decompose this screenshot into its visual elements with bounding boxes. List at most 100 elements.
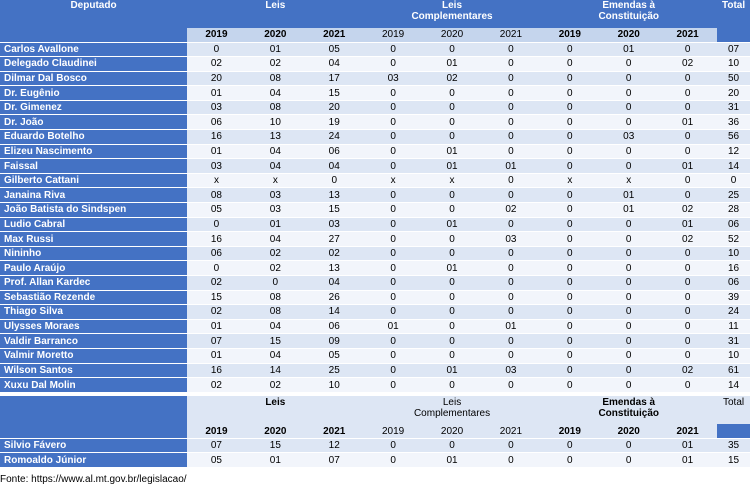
value-cell: 0 xyxy=(599,289,659,305)
year-leis-2020: 2020 xyxy=(245,28,305,42)
value-cell: 02 xyxy=(245,56,305,72)
value-cell: 04 xyxy=(245,318,305,334)
header-emendas: Emendas à Constituição xyxy=(540,0,718,28)
value-cell: 01 xyxy=(658,452,718,468)
table-row: Dr. João 06 10 19 0 0 0 0 0 01 36 xyxy=(0,114,750,130)
value-cell: 0 xyxy=(481,129,541,145)
deputy-name: Valmir Moretto xyxy=(0,347,187,364)
value-cell: 0 xyxy=(658,70,718,86)
total-cell: 31 xyxy=(717,99,750,115)
deputy-name: Ludio Cabral xyxy=(0,216,187,232)
value-cell: 0 xyxy=(363,41,423,57)
table-row: Silvio Fávero 07 15 12 0 0 0 0 0 01 35 xyxy=(0,437,750,453)
total-cell: 12 xyxy=(717,143,750,159)
value-cell: 12 xyxy=(304,437,364,453)
value-cell: 0 xyxy=(658,275,718,291)
total-cell: 0 xyxy=(717,172,750,188)
value-cell: 01 xyxy=(187,347,246,364)
value-cell: 02 xyxy=(187,56,246,72)
value-cell: 0 xyxy=(540,362,600,378)
total-cell: 28 xyxy=(717,202,750,218)
value-cell: 14 xyxy=(245,362,305,378)
value-cell: 02 xyxy=(304,245,364,261)
value-cell: 0 xyxy=(422,202,482,218)
value-cell: 0 xyxy=(658,333,718,349)
deputy-name: Eduardo Botelho xyxy=(0,129,187,145)
value-cell: 0 xyxy=(540,129,600,145)
deputy-name: Carlos Avallone xyxy=(0,41,187,57)
table-row: Romoaldo Júnior 05 01 07 0 01 0 0 0 01 15 xyxy=(0,452,750,468)
value-cell: 0 xyxy=(363,202,423,218)
deputy-name: Silvio Fávero xyxy=(0,437,187,453)
value-cell: 01 xyxy=(245,41,305,57)
value-cell: 01 xyxy=(187,318,246,334)
value-cell: 02 xyxy=(187,275,246,291)
value-cell: 0 xyxy=(599,333,659,349)
value-cell: 0 xyxy=(422,304,482,320)
value-cell: 09 xyxy=(304,333,364,349)
deputies-table: Deputado Leis Leis Complementares Emenda… xyxy=(0,0,750,468)
value-cell: 0 xyxy=(481,333,541,349)
total-cell: 52 xyxy=(717,231,750,247)
value-cell: x xyxy=(245,172,305,188)
value-cell: 0 xyxy=(363,275,423,291)
value-cell: 0 xyxy=(422,187,482,203)
value-cell: 07 xyxy=(304,452,364,468)
value-cell: 0 xyxy=(363,333,423,349)
section2-header-leis-complementares: Leis Complementares xyxy=(363,396,541,425)
total-cell: 24 xyxy=(717,304,750,320)
value-cell: 02 xyxy=(187,377,246,393)
value-cell: 0 xyxy=(422,275,482,291)
table-row: Thiago Silva 02 08 14 0 0 0 0 0 0 24 xyxy=(0,304,750,320)
years-total-blank xyxy=(717,28,750,42)
value-cell: 16 xyxy=(187,129,246,145)
value-cell: 0 xyxy=(658,318,718,334)
table-row: Ludio Cabral 0 01 03 0 01 0 0 0 01 06 xyxy=(0,216,750,232)
value-cell: 01 xyxy=(422,143,482,159)
value-cell: 10 xyxy=(245,114,305,130)
value-cell: 0 xyxy=(599,85,659,101)
table-row: Paulo Araújo 0 02 13 0 01 0 0 0 0 16 xyxy=(0,260,750,276)
value-cell: 0 xyxy=(658,172,718,188)
value-cell: 0 xyxy=(422,245,482,261)
header-leis-complementares: Leis Complementares xyxy=(363,0,541,28)
source-note: Fonte: https://www.al.mt.gov.br/legislac… xyxy=(0,474,187,485)
value-cell: 27 xyxy=(304,231,364,247)
value-cell: 15 xyxy=(245,437,305,453)
deputy-name: Nininho xyxy=(0,245,187,261)
value-cell: x xyxy=(422,172,482,188)
value-cell: 13 xyxy=(304,260,364,276)
value-cell: 0 xyxy=(363,452,423,468)
table-row: Dilmar Dal Bosco 20 08 17 03 02 0 0 0 0 50 xyxy=(0,70,750,86)
value-cell: 0 xyxy=(363,289,423,305)
year-lc-2020: 2020 xyxy=(422,28,482,42)
value-cell: 0 xyxy=(363,304,423,320)
value-cell: 13 xyxy=(304,187,364,203)
year-em-2019: 2019 xyxy=(540,28,600,42)
years-row: 2019 2020 2021 2019 2020 2021 2019 2020 … xyxy=(0,28,750,42)
value-cell: 01 xyxy=(363,318,423,334)
s2-year-em-2020: 2020 xyxy=(599,424,659,439)
value-cell: 24 xyxy=(304,129,364,145)
value-cell: 16 xyxy=(187,362,246,378)
value-cell: 0 xyxy=(540,231,600,247)
value-cell: 0 xyxy=(658,260,718,276)
value-cell: 03 xyxy=(245,202,305,218)
value-cell: 02 xyxy=(658,231,718,247)
value-cell: 01 xyxy=(422,158,482,174)
s2-year-lc-2020: 2020 xyxy=(422,424,482,439)
total-cell: 20 xyxy=(717,85,750,101)
value-cell: 0 xyxy=(599,318,659,334)
value-cell: 08 xyxy=(245,289,305,305)
value-cell: 0 xyxy=(599,56,659,72)
value-cell: 15 xyxy=(304,202,364,218)
value-cell: 0 xyxy=(187,260,246,276)
value-cell: 0 xyxy=(658,85,718,101)
value-cell: 05 xyxy=(304,41,364,57)
value-cell: 05 xyxy=(187,452,246,468)
total-cell: 14 xyxy=(717,158,750,174)
value-cell: 0 xyxy=(658,187,718,203)
value-cell: 07 xyxy=(187,333,246,349)
value-cell: 0 xyxy=(363,114,423,130)
value-cell: 01 xyxy=(599,187,659,203)
